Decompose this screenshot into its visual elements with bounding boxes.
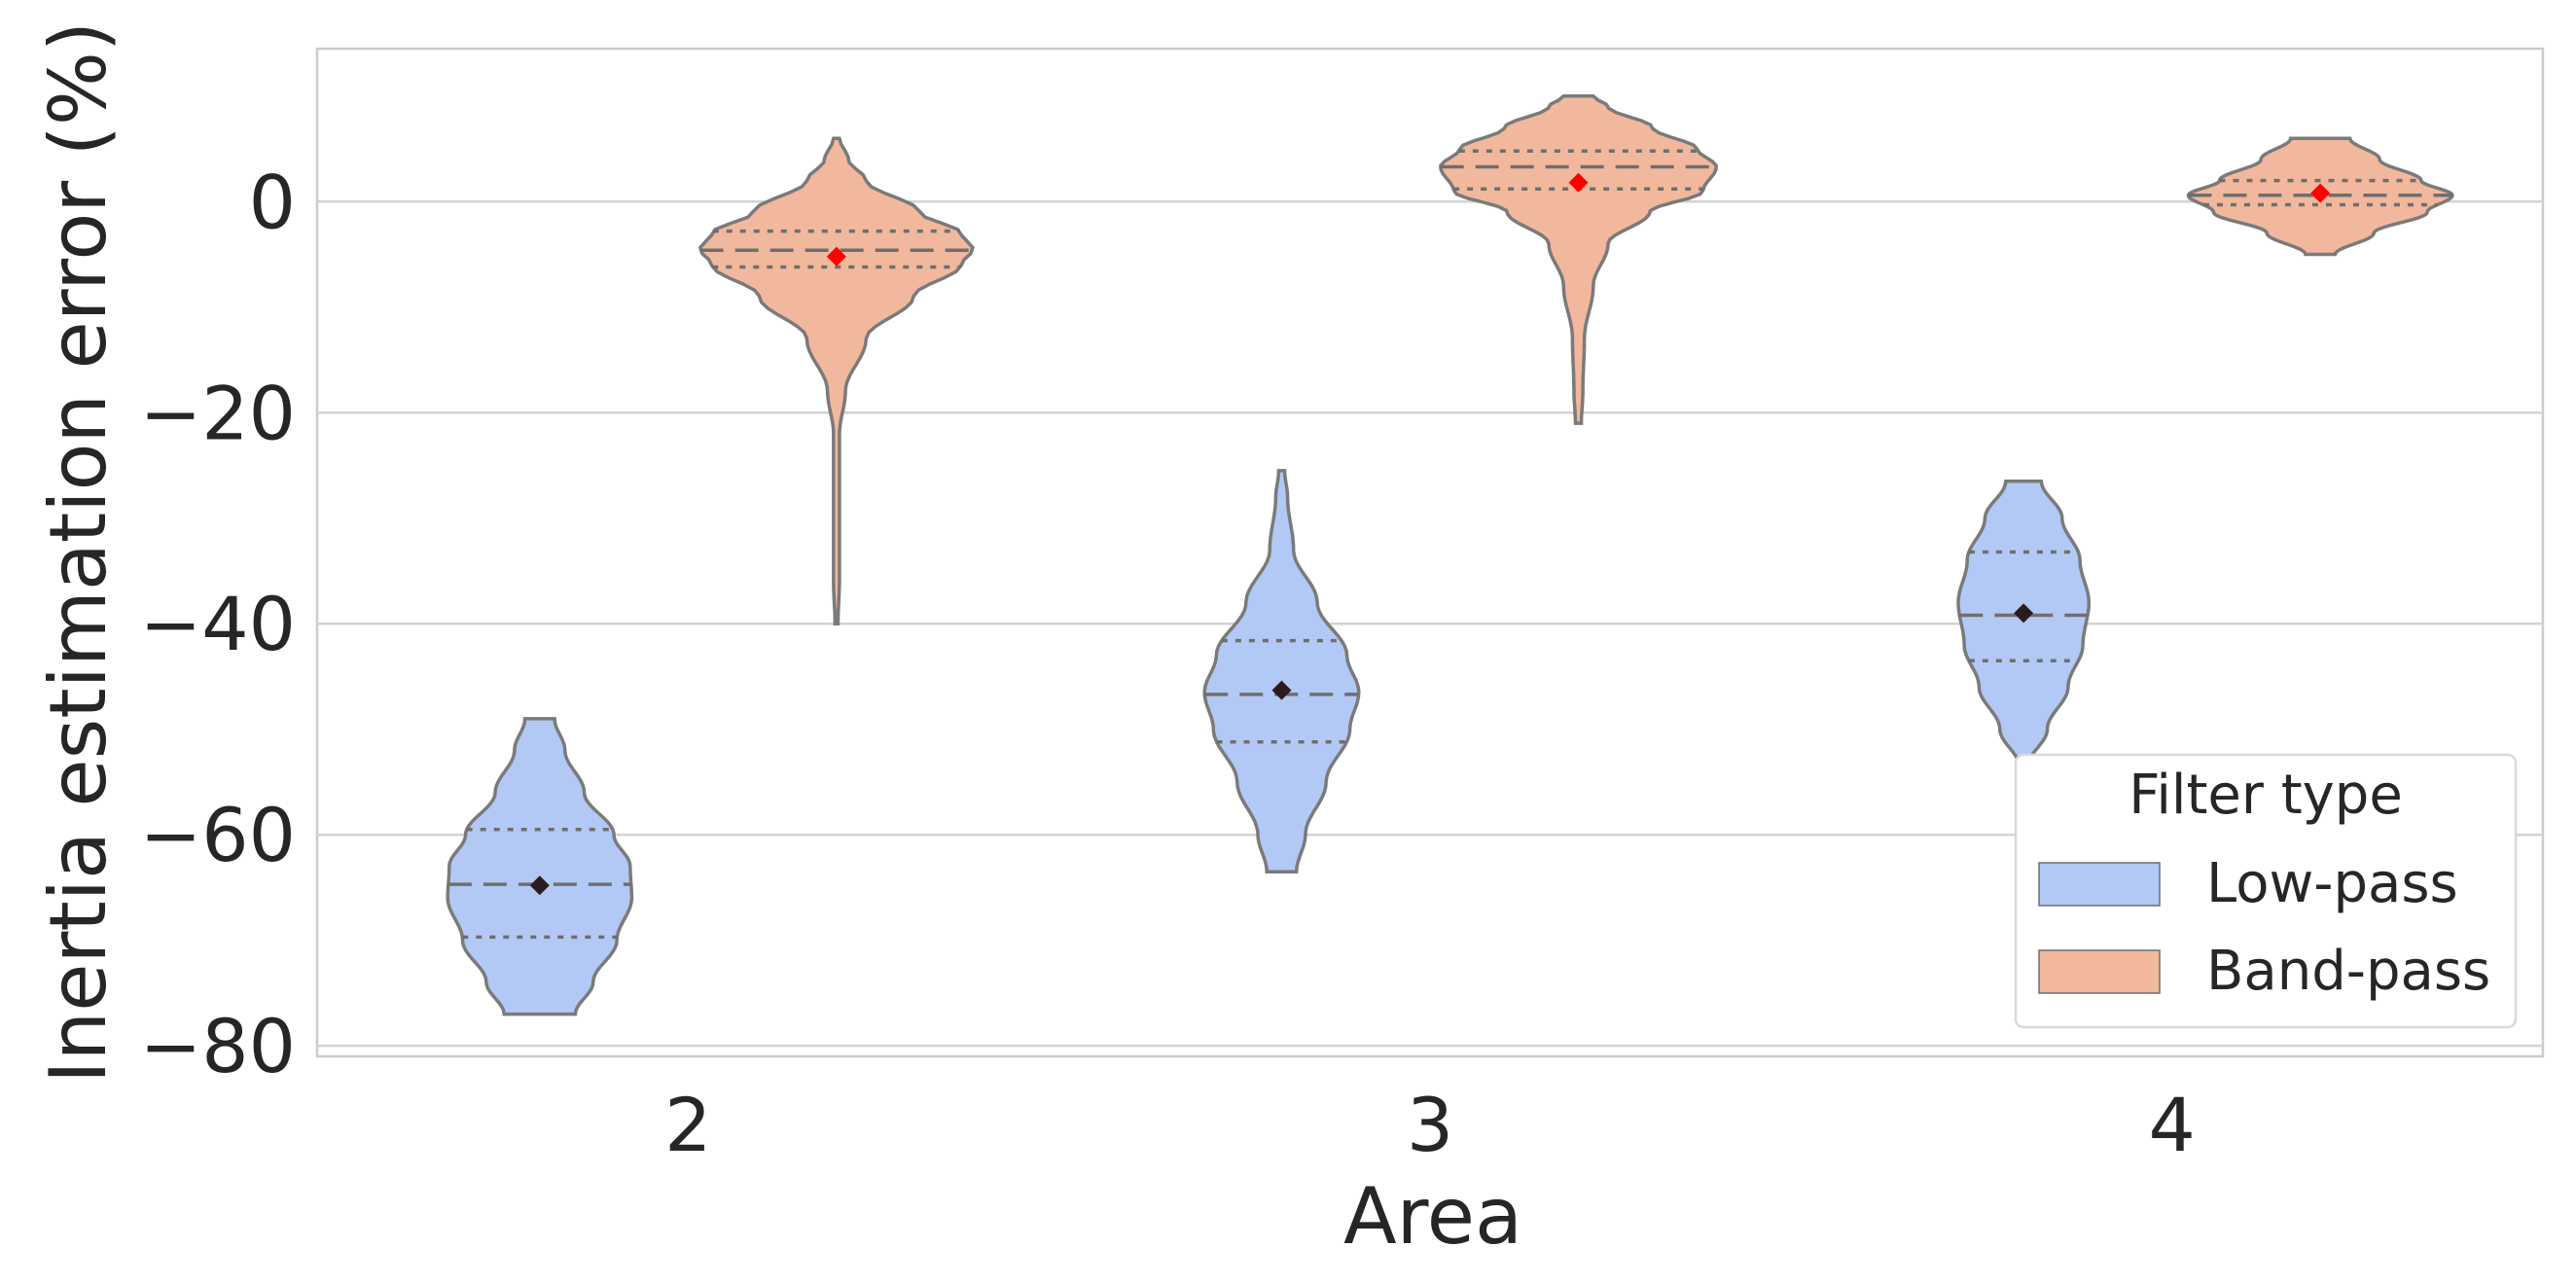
mean-marker-band-pass-area-3: [1568, 172, 1589, 193]
y-tick-label: 0: [249, 159, 296, 245]
violin-band-pass-area-3: [1439, 94, 1718, 425]
y-tick-label: −80: [140, 1003, 296, 1089]
violin-low-pass-area-3: [1202, 469, 1361, 873]
y-tick-label: −40: [140, 581, 296, 667]
violin-band-pass-area-2: [698, 136, 975, 625]
mean-marker-band-pass-area-2: [826, 246, 846, 267]
legend-label-low-pass: Low-pass: [2206, 852, 2458, 915]
x-tick-labels: 2 3 4: [664, 1082, 2196, 1168]
mean-marker-band-pass-area-4: [2310, 183, 2331, 203]
violin-low-pass-area-2: [446, 717, 634, 1016]
x-tick-label: 2: [664, 1082, 711, 1168]
legend-swatch-low-pass: [2038, 862, 2161, 907]
mean-marker-low-pass-area-3: [1271, 680, 1292, 700]
y-tick-labels: 0 −20 −40 −60 −80: [140, 159, 296, 1089]
violins: [446, 94, 2454, 1016]
x-tick-label: 4: [2148, 1082, 2195, 1168]
legend-label-band-pass: Band-pass: [2206, 940, 2490, 1003]
y-tick-label: −20: [140, 370, 296, 456]
y-tick-label: −60: [140, 792, 296, 878]
y-axis-label: Inertia estimation error (%): [33, 21, 124, 1084]
legend: Filter type Low-pass Band-pass: [2014, 753, 2518, 1029]
x-axis-label: Area: [1343, 1171, 1522, 1262]
mean-marker-low-pass-area-4: [2014, 603, 2034, 624]
legend-swatch-band-pass: [2038, 949, 2161, 994]
x-tick-label: 3: [1407, 1082, 1453, 1168]
y-gridlines: [317, 200, 2543, 1048]
legend-title: Filter type: [2129, 764, 2403, 827]
mean-marker-low-pass-area-2: [529, 875, 550, 896]
